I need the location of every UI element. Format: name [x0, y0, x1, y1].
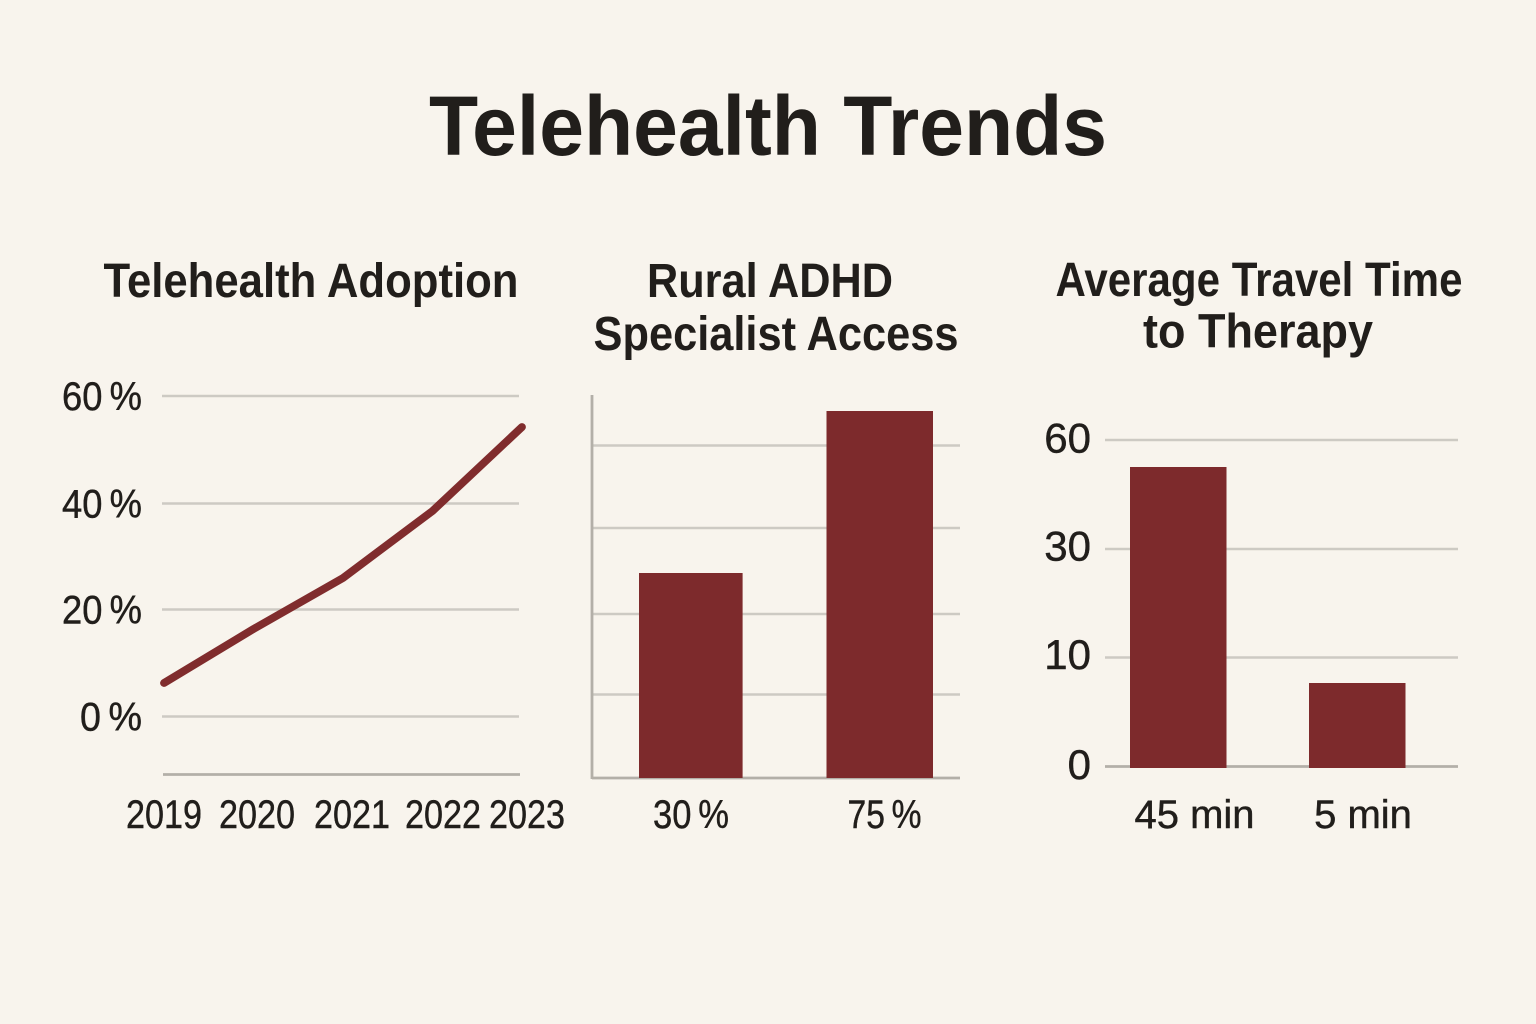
svg-text:Rural ADHD: Rural ADHD — [647, 255, 893, 308]
svg-text:20 %: 20 % — [62, 589, 142, 633]
svg-text:2021: 2021 — [314, 793, 390, 837]
svg-text:30: 30 — [1044, 523, 1091, 570]
svg-text:0 %: 0 % — [80, 696, 142, 740]
svg-text:75 %: 75 % — [848, 793, 922, 837]
svg-text:Telehealth Trends: Telehealth Trends — [429, 79, 1107, 173]
svg-text:30 %: 30 % — [653, 793, 729, 837]
svg-text:Average Travel Time: Average Travel Time — [1056, 254, 1463, 307]
svg-text:Specialist Access: Specialist Access — [594, 308, 959, 361]
svg-text:0: 0 — [1068, 741, 1091, 788]
svg-text:5 min: 5 min — [1314, 793, 1412, 837]
svg-text:2023: 2023 — [489, 793, 565, 837]
svg-text:45 min: 45 min — [1134, 793, 1254, 837]
svg-text:to Therapy: to Therapy — [1143, 306, 1373, 359]
svg-text:10: 10 — [1044, 631, 1091, 678]
svg-text:Telehealth Adoption: Telehealth Adoption — [104, 255, 519, 308]
svg-text:60 %: 60 % — [62, 375, 142, 419]
svg-text:40 %: 40 % — [62, 483, 142, 527]
svg-text:60: 60 — [1044, 415, 1091, 462]
svg-text:2019: 2019 — [126, 793, 202, 837]
svg-text:2020: 2020 — [219, 793, 295, 837]
svg-text:2022: 2022 — [405, 793, 481, 837]
